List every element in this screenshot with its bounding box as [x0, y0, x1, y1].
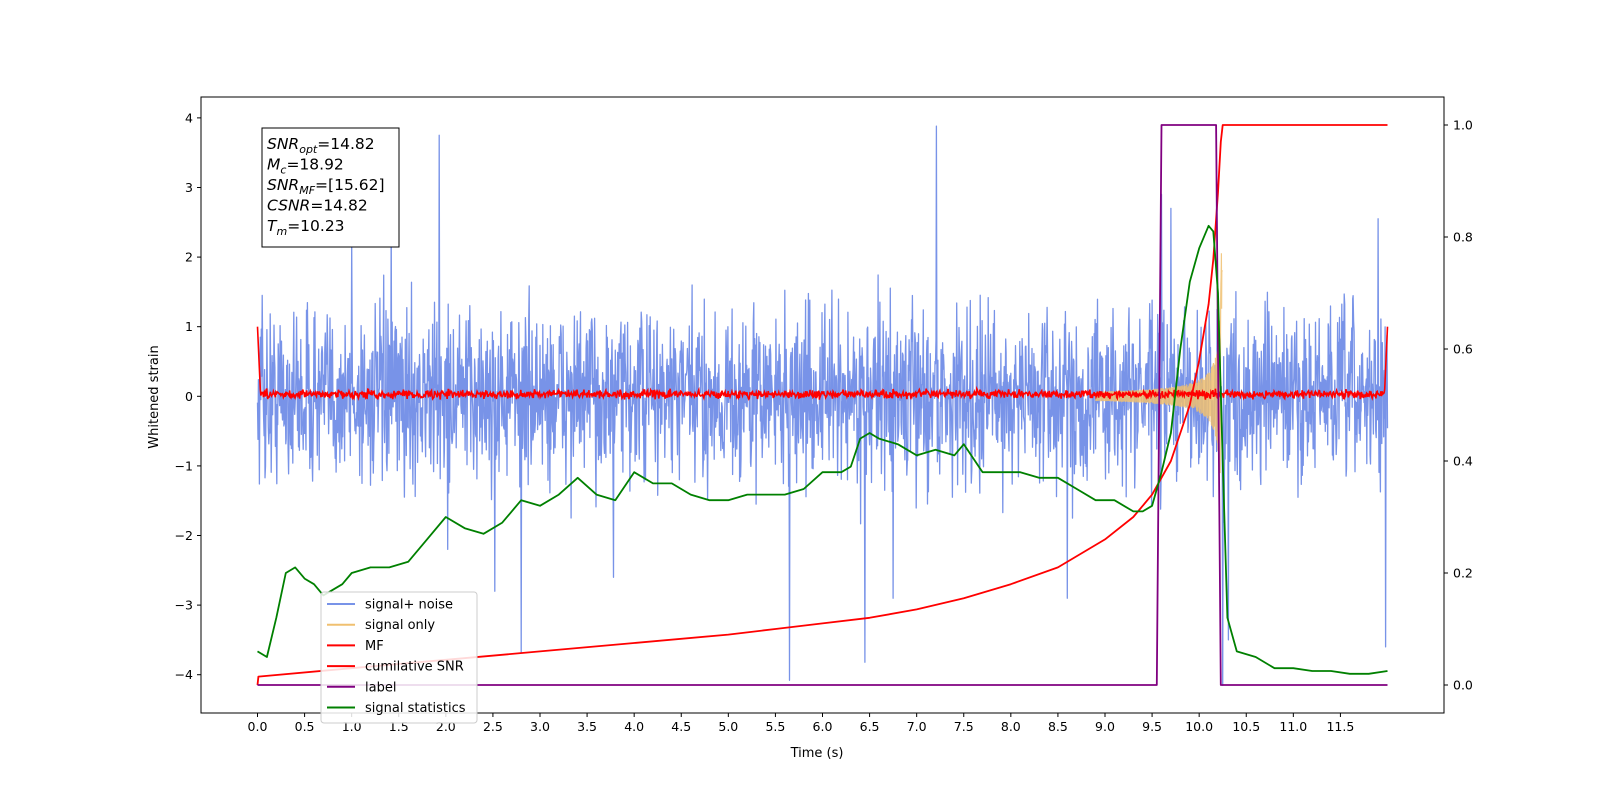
x-tick-label: 5.5 [765, 719, 785, 734]
x-tick-label: 0.0 [248, 719, 268, 734]
x-tick-label: 4.5 [671, 719, 691, 734]
legend: signal+ noise signal only MF cumilative SNR… [320, 591, 478, 724]
x-axis-label: Time (s) [790, 746, 844, 761]
series-group [256, 124, 1389, 686]
legend-label: label [365, 680, 396, 695]
x-tick-label: 2.5 [483, 719, 503, 734]
annotation-line: SNRopt=14.82 [267, 135, 375, 156]
y2-tick-label: 0.8 [1453, 230, 1473, 245]
x-tick-label: 5.0 [718, 719, 738, 734]
x-tick-label: 9.5 [1142, 719, 1162, 734]
x-tick-label: 10.0 [1185, 719, 1213, 734]
annotation-box [261, 127, 400, 248]
y2-tick-label: 1.0 [1453, 118, 1473, 133]
legend-box [320, 591, 478, 724]
x-tick-label: 11.5 [1326, 719, 1354, 734]
plot-layer [256, 124, 1389, 686]
x-tick-label: 7.0 [907, 719, 927, 734]
x-tick-label: 4.0 [624, 719, 644, 734]
y-tick-label: 0 [185, 389, 193, 404]
y-tick-label: 1 [185, 319, 193, 334]
legend-label: signal+ noise [365, 598, 453, 613]
y-axis-label: Whitened strain [147, 345, 162, 448]
x-tick-label: 6.0 [813, 719, 833, 734]
y-tick-label: −1 [175, 458, 193, 473]
annotation-line: SNRMF=[15.62] [267, 176, 385, 197]
y2-tick-label: 0.6 [1453, 342, 1473, 357]
series-line-signal-statistics [257, 224, 1388, 675]
series-line-label [257, 124, 1388, 686]
x-tick-label: 6.5 [860, 719, 880, 734]
series-line-signal-noise [256, 125, 1389, 686]
legend-label: signal statistics [365, 701, 466, 716]
y2-tick-label: 0.2 [1453, 566, 1473, 581]
x-tick-label: 9.0 [1095, 719, 1115, 734]
x-tick-label: 11.0 [1279, 719, 1307, 734]
stats-annotation: SNRopt=14.82Mc=18.92SNRMF=[15.62]CSNR=14… [261, 127, 400, 248]
annotation-line: Mc=18.92 [267, 156, 344, 177]
y-tick-label: −2 [175, 528, 193, 543]
legend-label: signal only [365, 618, 435, 633]
annotation-line: CSNR=14.82 [267, 197, 368, 215]
y-tick-label: 3 [185, 180, 193, 195]
y2-tick-label: 0.0 [1453, 678, 1473, 693]
legend-label: MF [365, 639, 384, 654]
series-line-cumilative-snr [256, 124, 1388, 686]
annotation-line: Tm=10.23 [267, 217, 345, 238]
y-tick-label: −3 [175, 598, 193, 613]
y-tick-label: 2 [185, 250, 193, 265]
x-tick-label: 3.5 [577, 719, 597, 734]
y-tick-label: 4 [185, 110, 193, 125]
legend-label: cumilative SNR [365, 660, 464, 675]
series-line-mf [256, 326, 1389, 402]
x-tick-label: 0.5 [295, 719, 315, 734]
y-tick-label: −4 [175, 667, 193, 682]
x-tick-label: 3.0 [530, 719, 550, 734]
y2-tick-label: 0.4 [1453, 454, 1473, 469]
x-tick-label: 8.5 [1048, 719, 1068, 734]
x-tick-label: 7.5 [954, 719, 974, 734]
x-tick-label: 8.0 [1001, 719, 1021, 734]
x-tick-label: 10.5 [1232, 719, 1260, 734]
